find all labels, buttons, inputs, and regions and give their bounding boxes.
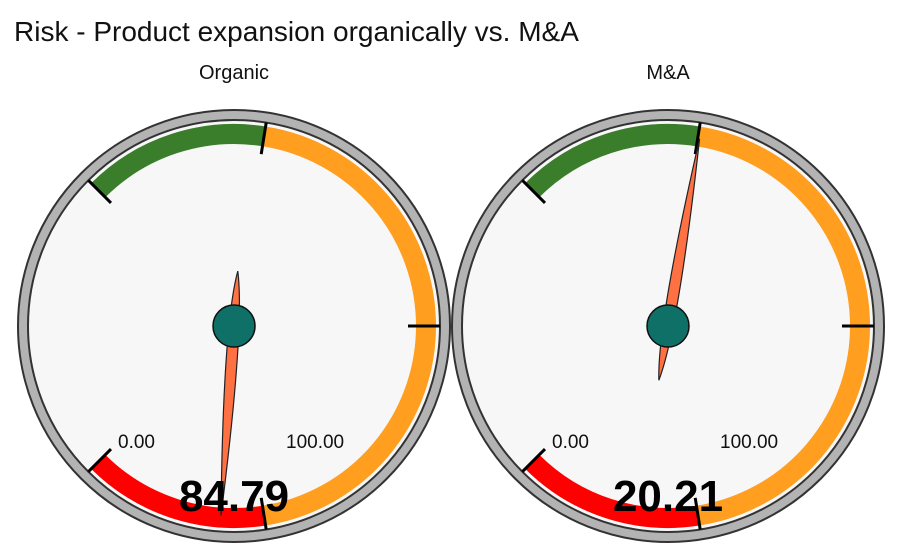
- gauge-band: [525, 454, 700, 528]
- gauge-value: 20.21: [612, 472, 724, 521]
- gauge-band: [525, 124, 700, 198]
- m-and-a-gauge-svg: [451, 109, 885, 543]
- gauge-tick: [87, 447, 113, 473]
- gauge-tick: [259, 497, 268, 530]
- organic-gauge-svg: [17, 109, 451, 543]
- gauge-min-label: 0.00: [552, 432, 589, 453]
- m-and-a-gauge: M&A 0.00 100.00 20.21: [448, 62, 888, 543]
- gauge-title: Organic: [198, 62, 270, 84]
- gauge-tick: [521, 179, 547, 205]
- gauge-tick: [87, 179, 113, 205]
- chart-title: Risk - Product expansion organically vs.…: [14, 16, 579, 47]
- gauge-min-label: 0.00: [118, 432, 155, 453]
- gauge-max-label: 100.00: [286, 432, 345, 453]
- gauge-tick: [693, 122, 702, 155]
- gauge-tick: [693, 497, 702, 530]
- gauge-band: [91, 124, 266, 198]
- gauge-hub: [646, 304, 690, 348]
- gauge-max-label: 100.00: [720, 432, 779, 453]
- organic-gauge: Organic 0.00 100.00 84.79: [14, 62, 454, 543]
- gauge-hub: [212, 304, 256, 348]
- gauge-title: M&A: [646, 62, 690, 84]
- gauge-tick: [259, 122, 268, 155]
- gauge-band: [91, 454, 266, 528]
- gauge-value: 84.79: [178, 472, 290, 521]
- gauge-tick: [521, 447, 547, 473]
